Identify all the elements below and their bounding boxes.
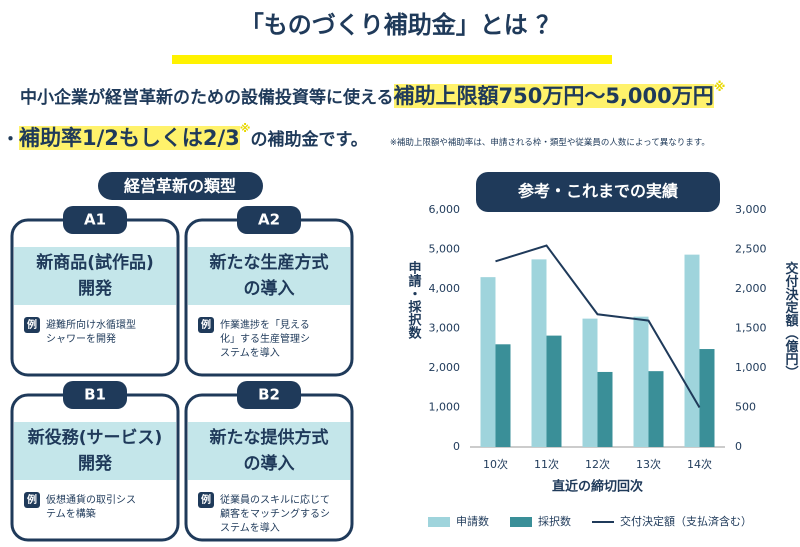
example-label: 例 xyxy=(201,493,211,506)
x-axis-label: 直近の締切回次 xyxy=(552,479,643,495)
card-badge: B1 xyxy=(84,386,106,404)
y2-tick-label: 1,500 xyxy=(735,322,767,335)
intro-text: の補助金です。 xyxy=(250,130,368,150)
example-text: 作業進捗を「見える xyxy=(220,318,310,331)
card-band xyxy=(188,247,350,305)
card-band xyxy=(14,247,176,305)
example-text: 従業員のスキルに応じて xyxy=(220,493,330,506)
card-band xyxy=(188,422,350,480)
card-badge-bg xyxy=(63,381,127,409)
card-title: 新役務(サービス) xyxy=(28,427,163,448)
intro-text: ・ xyxy=(2,130,19,150)
y2-axis-label: 交付決定額（億円） xyxy=(783,261,800,379)
x-tick-label: 12次 xyxy=(585,457,610,471)
y-tick-label: 6,000 xyxy=(429,203,461,216)
bar xyxy=(582,318,598,447)
line xyxy=(495,244,701,409)
bar xyxy=(699,349,715,447)
y-tick-label: 0 xyxy=(453,440,460,453)
intro-note: ※補助上限額や補助率は、申請される枠・類型や従業員の人数によって異なります。 xyxy=(389,138,710,148)
bar xyxy=(480,277,496,447)
types-heading: 経営革新の類型 xyxy=(124,177,236,196)
intro-highlight: 補助率1/2もしくは2/3 xyxy=(19,126,240,150)
card-band xyxy=(14,422,176,480)
example-badge-bg xyxy=(198,492,214,508)
bar xyxy=(495,344,511,447)
card-title: 新商品(試作品) xyxy=(36,252,154,273)
y2-tick-label: 0 xyxy=(735,440,742,453)
bar xyxy=(633,316,649,447)
intro-line-1: 中小企業が経営革新のための設備投資等に使える補助上限額750万円〜5,000万円… xyxy=(20,80,725,110)
y-tick-label: 1,000 xyxy=(429,401,461,414)
example-label: 例 xyxy=(27,493,37,506)
intro-highlight: 補助上限額750万円〜5,000万円 xyxy=(393,84,714,108)
x-tick-label: 13次 xyxy=(636,457,661,471)
bar xyxy=(546,335,562,447)
y-tick-label: 4,000 xyxy=(429,282,461,295)
example-text: 顧客をマッチングするシ xyxy=(220,507,330,520)
example-label: 例 xyxy=(27,318,37,331)
example-text: テムを構築 xyxy=(46,507,96,520)
card-badge-bg xyxy=(237,206,301,234)
example-badge-bg xyxy=(24,317,40,333)
example-text: 避難所向け水循環型 xyxy=(46,318,136,331)
legend-label: 採択数 xyxy=(538,514,571,528)
y-tick-label: 2,000 xyxy=(429,361,461,374)
bar xyxy=(597,371,613,447)
card-badge: A2 xyxy=(258,211,280,229)
y-tick-label: 3,000 xyxy=(429,322,461,335)
chart-title: 参考・これまでの実績 xyxy=(518,182,678,201)
y2-tick-label: 500 xyxy=(735,401,756,414)
y2-tick-label: 2,000 xyxy=(735,282,767,295)
x-tick-label: 11次 xyxy=(534,457,559,471)
card-title: 開発 xyxy=(78,453,113,474)
example-text: ステムを導入 xyxy=(220,521,280,534)
legend-swatch xyxy=(510,517,532,527)
y-axis-label: 申請・採択数 xyxy=(406,260,422,340)
card-title: 新たな生産方式 xyxy=(210,252,329,273)
bar xyxy=(648,371,664,447)
card-badge: A1 xyxy=(84,211,106,229)
y2-tick-label: 1,000 xyxy=(735,361,767,374)
title-underline xyxy=(172,55,612,64)
example-text: シャワーを開発 xyxy=(46,332,116,345)
card-badge-bg xyxy=(237,381,301,409)
intro-line-2: ・補助率1/2もしくは2/3※の補助金です。 ※補助上限額や補助率は、申請される枠… xyxy=(2,122,710,152)
types-heading-bg xyxy=(98,172,263,200)
example-label: 例 xyxy=(201,318,211,331)
card-title: の導入 xyxy=(244,278,295,299)
legend-label: 申請数 xyxy=(456,514,489,528)
example-badge-bg xyxy=(198,317,214,333)
intro-mark: ※ xyxy=(239,122,251,135)
card-badge: B2 xyxy=(258,386,280,404)
intro-text: 中小企業が経営革新のための設備投資等に使える xyxy=(20,88,394,108)
x-tick-label: 14次 xyxy=(687,457,712,471)
bar xyxy=(531,259,547,447)
legend-label: 交付決定額（支払済含む） xyxy=(620,514,752,528)
example-text: 化」する生産管理シ xyxy=(220,332,310,345)
card-title: 開発 xyxy=(78,278,113,299)
x-tick-label: 10次 xyxy=(483,457,508,471)
card-badge-bg xyxy=(63,206,127,234)
card-title: の導入 xyxy=(244,453,295,474)
legend-swatch xyxy=(428,517,450,527)
y2-tick-label: 2,500 xyxy=(735,243,767,256)
example-text: ステムを導入 xyxy=(220,346,280,359)
chart-title-bg xyxy=(476,172,720,212)
intro-mark: ※ xyxy=(713,80,726,94)
y2-tick-label: 3,000 xyxy=(735,203,767,216)
example-badge-bg xyxy=(24,492,40,508)
card-title: 新たな提供方式 xyxy=(210,427,329,448)
page-title: 「ものづくり補助金」とは ？ xyxy=(240,11,560,39)
example-text: 仮想通貨の取引シス xyxy=(46,493,136,506)
y-tick-label: 5,000 xyxy=(429,243,461,256)
bar xyxy=(684,254,700,447)
